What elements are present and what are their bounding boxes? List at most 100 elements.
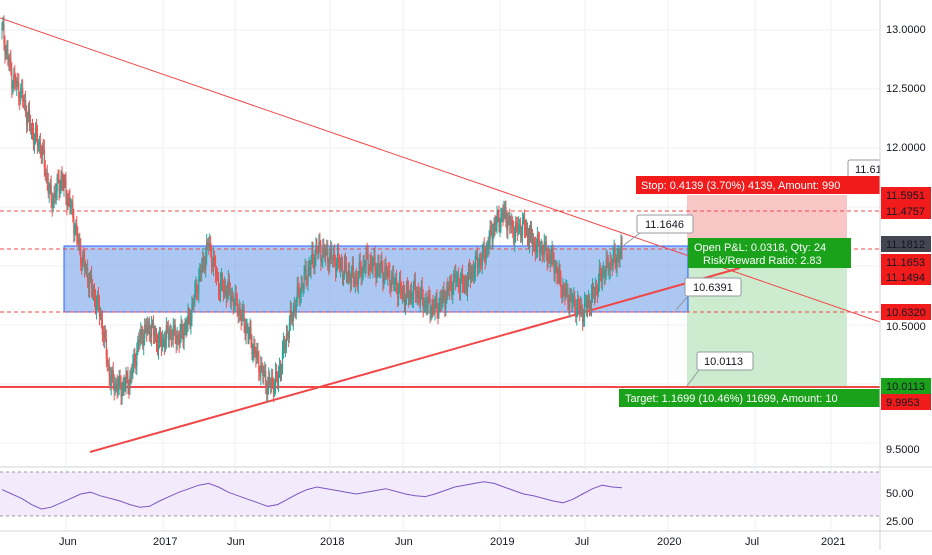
candle-body	[336, 262, 338, 272]
candle-body	[321, 259, 323, 262]
candle-body	[529, 226, 532, 235]
candle-body	[374, 255, 376, 270]
candle-body	[434, 301, 436, 312]
candle-body	[186, 324, 188, 329]
candle-body	[137, 339, 139, 352]
callout-mid[interactable]: 10.6391	[675, 277, 742, 311]
candle-body	[602, 269, 604, 275]
candle-body	[610, 261, 612, 264]
candle-body	[524, 229, 527, 231]
candle-body	[563, 286, 565, 291]
candle-body	[123, 381, 125, 387]
candle-body	[347, 271, 350, 276]
candle-body	[397, 290, 399, 299]
candle-body	[348, 271, 350, 280]
candle-body	[95, 303, 98, 311]
candle-body	[329, 254, 331, 268]
candle-body	[88, 282, 90, 290]
time-axis[interactable]: Jun 2017 Jun 2018 Jun 2019 Jul 2020 Jul …	[59, 536, 845, 548]
price-tag-text: 11.1653	[886, 257, 925, 269]
candle-body	[122, 381, 124, 391]
candle-body	[375, 269, 377, 278]
candle-body	[67, 197, 69, 206]
candle-body	[281, 349, 284, 369]
candle-body	[259, 372, 261, 376]
candle-body	[531, 238, 534, 247]
pnl-label[interactable]: Open P&L: 0.0318, Qty: 24 Risk/Reward Ra…	[688, 238, 851, 268]
candle-body	[384, 266, 386, 277]
candle-body	[170, 330, 172, 339]
candle-body	[244, 324, 246, 335]
candle-body	[81, 265, 83, 267]
candle-body	[354, 277, 356, 284]
callout-entry[interactable]: 11.1646	[623, 214, 694, 246]
candle-body	[507, 221, 509, 231]
candle-body	[15, 80, 17, 87]
candle-body	[538, 240, 540, 253]
candle-body	[35, 127, 38, 134]
candle-body	[360, 268, 362, 279]
callout-target[interactable]: 10.0113	[686, 351, 754, 387]
rsi-axis: 50.00 25.00	[886, 488, 914, 528]
candle-body	[609, 261, 611, 271]
candle-body	[50, 184, 52, 201]
candle-body	[41, 146, 43, 156]
candle-body	[105, 338, 107, 359]
candle-body	[175, 339, 177, 344]
candle-body	[106, 358, 108, 365]
stop-label[interactable]: Stop: 0.4139 (3.70%) 4139, Amount: 990	[636, 176, 880, 194]
candle-body	[570, 294, 572, 298]
candle-body	[489, 226, 491, 240]
candle-body	[131, 372, 133, 375]
candle-body	[193, 302, 195, 304]
candle-body	[552, 248, 554, 261]
candle-body	[268, 376, 270, 386]
candle-body	[490, 226, 492, 232]
candle-body	[261, 365, 263, 367]
candle-body	[83, 254, 85, 259]
candle-body	[458, 275, 460, 288]
candle-body	[85, 267, 87, 270]
candle-body	[340, 263, 343, 266]
candle-body	[495, 225, 497, 227]
candle-body	[573, 295, 575, 302]
price-tags: 11.5951 11.4757 11.1812 11.1653 11.1494 10.63…	[881, 187, 931, 410]
candle-body	[412, 284, 414, 300]
candle-body	[558, 269, 560, 277]
candle-body	[130, 372, 132, 377]
candle-body	[496, 213, 498, 226]
candle-body	[388, 269, 390, 272]
price-axis[interactable]: 13.0000 12.5000 12.0000 10.5000 9.5000	[886, 24, 926, 456]
candle-body	[446, 286, 448, 298]
candle-body	[271, 377, 273, 386]
candle-body	[547, 253, 549, 262]
candle-body	[45, 173, 47, 176]
candle-body	[155, 332, 158, 343]
candle-body	[287, 335, 289, 338]
candle-body	[251, 338, 253, 355]
candle-body	[369, 261, 371, 271]
ascending-trend-line[interactable]	[89, 267, 741, 453]
candle-body	[502, 213, 504, 218]
candle-body	[453, 274, 455, 290]
candle-body	[32, 132, 35, 145]
descending-trend-line[interactable]	[0, 17, 881, 323]
candle-body	[443, 289, 445, 299]
candle-body	[324, 249, 326, 257]
candle-body	[226, 290, 228, 299]
candle-body	[582, 308, 584, 323]
candle-body	[138, 339, 140, 343]
candle-body	[457, 275, 459, 278]
candle-body	[276, 374, 279, 383]
candle-body	[147, 325, 149, 333]
candle-body	[189, 315, 191, 326]
candle-body	[325, 250, 327, 257]
candle-body	[497, 213, 499, 215]
target-label[interactable]: Target: 1.1699 (10.46%) 11699, Amount: 1…	[619, 389, 880, 407]
candle-body	[528, 234, 531, 245]
candle-body	[233, 305, 235, 307]
candle-body	[561, 294, 563, 296]
candle-body	[203, 257, 205, 263]
